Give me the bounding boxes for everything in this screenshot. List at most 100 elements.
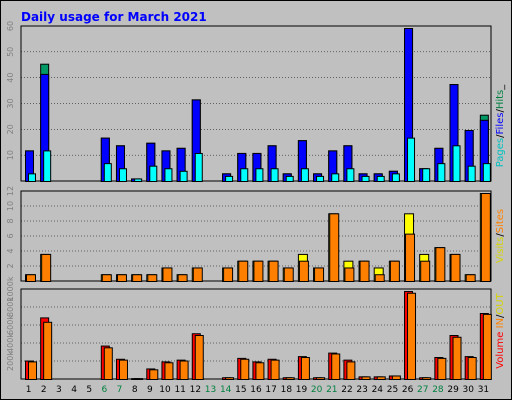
bar-pages-day-6 (103, 163, 112, 182)
x-tick-label-day-23: 23 (356, 385, 367, 395)
x-tick-label-day-17: 17 (265, 385, 276, 395)
bar-kbout-day-16 (255, 362, 265, 380)
bar-sites-day-6 (101, 274, 112, 283)
y-tick-label-1-1: 10 (6, 150, 15, 160)
x-tick-label-day-16: 16 (250, 385, 262, 395)
bar-sites-day-18 (283, 267, 294, 283)
bar-sites-day-23 (359, 260, 370, 283)
x-tick-label-day-22: 22 (341, 385, 352, 395)
bar-pages-day-21 (331, 173, 340, 183)
x-tick-label-day-11: 11 (174, 385, 185, 395)
x-tick-label-day-28: 28 (432, 385, 444, 395)
x-tick-label-day-7: 7 (117, 385, 123, 395)
bar-pages-day-14 (225, 175, 234, 182)
bar-pages-day-30 (467, 165, 476, 182)
bar-kbout-day-24 (376, 376, 386, 380)
x-tick-label-day-8: 8 (132, 385, 138, 395)
bar-kbout-day-10 (164, 362, 174, 380)
x-tick-label-day-18: 18 (281, 385, 293, 395)
x-tick-label-day-5: 5 (86, 385, 92, 395)
bar-pages-day-28 (437, 163, 446, 182)
x-tick-label-day-1: 1 (26, 385, 32, 395)
y-tick-label-1-5: 50 (6, 47, 15, 57)
bar-kbout-day-12 (194, 335, 204, 380)
y-tick-label-2-6: 12 (6, 186, 15, 196)
bar-pages-day-9 (149, 165, 158, 182)
x-tick-label-day-26: 26 (402, 385, 414, 395)
x-tick-label-day-3: 3 (56, 385, 62, 395)
bar-pages-day-31 (482, 163, 491, 182)
x-tick-label-day-12: 12 (190, 385, 201, 395)
y-tick-label-2-4: 8 (6, 218, 15, 223)
bar-kbout-day-14 (225, 377, 235, 380)
legend-pages-files-hits-part-1: Pages (495, 138, 506, 167)
legend-volume-in-out-part-4: / (495, 314, 506, 318)
legend-volume-in-out-part-5: OUT (495, 292, 506, 314)
bar-kbout-day-23 (361, 376, 371, 380)
bar-sites-day-14 (223, 267, 234, 283)
bar-kbout-day-6 (103, 347, 113, 381)
bar-kbout-day-8 (134, 378, 144, 380)
bar-kbout-day-22 (346, 361, 356, 380)
bar-sites-day-29 (450, 253, 461, 283)
bar-kbout-day-27 (422, 377, 432, 380)
x-tick-label-day-6: 6 (102, 385, 108, 395)
bar-kbout-day-29 (452, 336, 462, 381)
y-tick-label-2-5: 10 (6, 201, 15, 211)
bar-kbout-day-30 (467, 357, 477, 380)
x-tick-label-day-21: 21 (326, 385, 337, 395)
x-tick-label-day-14: 14 (220, 385, 232, 395)
bar-kbout-day-28 (437, 357, 447, 381)
bar-kbout-day-19 (300, 357, 310, 380)
x-tick-label-day-31: 31 (478, 385, 489, 395)
bar-kbout-day-20 (316, 377, 326, 380)
bar-sites-day-7 (116, 274, 127, 283)
bar-pages-day-25 (391, 173, 400, 183)
bar-pages-day-7 (118, 168, 127, 182)
bar-sites-day-11 (177, 274, 188, 283)
bar-pages-day-20 (316, 175, 325, 182)
bar-pages-day-8 (134, 178, 143, 182)
bar-kbout-day-15 (240, 358, 250, 381)
legend-pages-files-hits-part-2: / (495, 134, 506, 138)
bar-sites-day-31 (480, 193, 491, 282)
bar-sites-day-24 (374, 274, 385, 283)
bar-kbout-day-7 (118, 359, 128, 381)
bar-kbout-day-18 (285, 377, 295, 380)
y-tick-label-3-5: 1000k (6, 276, 15, 301)
bar-kbout-day-31 (482, 313, 492, 381)
y-tick-label-1-2: 20 (6, 124, 15, 134)
y-tick-label-2-1: 2 (6, 263, 15, 268)
legend-visits-sites-part-3: Sites (495, 209, 506, 233)
bar-sites-day-16 (253, 260, 264, 283)
x-tick-label-day-25: 25 (387, 385, 398, 395)
x-tick-label-day-30: 30 (463, 385, 475, 395)
x-tick-label-day-27: 27 (417, 385, 428, 395)
bar-pages-day-15 (240, 168, 249, 182)
bar-kbout-day-25 (391, 375, 401, 381)
legend-pages-files-hits: Pages/Files/Hits_ (495, 84, 506, 168)
bar-kbout-day-17 (270, 359, 280, 381)
legend-pages-files-hits-part-6: _ (495, 84, 506, 91)
legend-volume-in-out-part-1: Volume (495, 332, 506, 369)
bar-sites-day-30 (465, 274, 476, 283)
y-tick-label-1-4: 40 (6, 73, 15, 83)
bar-sites-day-9 (147, 274, 158, 283)
y-tick-label-2-2: 4 (6, 248, 15, 253)
bar-sites-day-21 (329, 213, 340, 282)
bar-pages-day-26 (407, 137, 416, 182)
y-tick-label-3-1: 200k (6, 351, 15, 371)
bar-sites-day-17 (268, 260, 279, 283)
bar-sites-day-12 (192, 267, 203, 283)
x-tick-label-day-15: 15 (235, 385, 246, 395)
bar-sites-day-28 (435, 247, 446, 282)
bar-pages-day-19 (300, 168, 309, 182)
bar-sites-day-1 (26, 274, 36, 283)
bar-pages-day-12 (194, 152, 203, 182)
bar-sites-day-15 (238, 260, 249, 283)
bar-sites-day-26 (405, 233, 416, 283)
bar-kbout-day-2 (43, 321, 53, 380)
bar-pages-day-23 (361, 175, 370, 182)
legend-pages-files-hits-part-3: Files (495, 113, 506, 135)
x-tick-label-day-2: 2 (41, 385, 47, 395)
